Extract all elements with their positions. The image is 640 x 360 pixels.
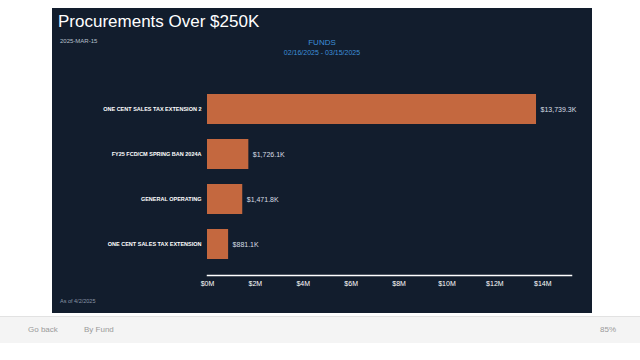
svg-text:$13,739.3K: $13,739.3K (541, 106, 577, 113)
svg-text:$881.1K: $881.1K (233, 241, 259, 248)
svg-text:$6M: $6M (344, 280, 358, 287)
svg-text:$1,471.8K: $1,471.8K (247, 196, 279, 203)
svg-text:$2M: $2M (249, 280, 263, 287)
svg-text:$12M: $12M (486, 280, 504, 287)
svg-text:$10M: $10M (438, 280, 456, 287)
svg-text:$8M: $8M (392, 280, 406, 287)
svg-text:GENERAL OPERATING: GENERAL OPERATING (141, 196, 202, 202)
html-text:Go back: Go back (28, 325, 58, 334)
html-text:By Fund: By Fund (84, 325, 114, 334)
svg-text:$14M: $14M (534, 280, 552, 287)
svg-text:FY25 FCD/CM SPRING BAN 2024A: FY25 FCD/CM SPRING BAN 2024A (112, 151, 202, 157)
svg-text:ONE CENT SALES TAX EXTENSION 2: ONE CENT SALES TAX EXTENSION 2 (103, 106, 201, 112)
svg-text:$1,726.1K: $1,726.1K (253, 151, 285, 158)
html-text:85%: 85% (600, 325, 616, 334)
html-text:Procurements Over $250K: Procurements Over $250K (58, 12, 260, 31)
html-text:FUNDS: FUNDS (308, 38, 336, 47)
html-text:As of 4/2/2025: As of 4/2/2025 (60, 298, 96, 304)
html-text:02/16/2025 - 03/15/2025: 02/16/2025 - 03/15/2025 (283, 49, 361, 56)
svg-text:$0M: $0M (201, 280, 215, 287)
svg-text:ONE CENT SALES TAX EXTENSION: ONE CENT SALES TAX EXTENSION (108, 241, 202, 247)
svg-text:$4M: $4M (296, 280, 310, 287)
html-text:2025-MAR-15: 2025-MAR-15 (60, 38, 98, 44)
